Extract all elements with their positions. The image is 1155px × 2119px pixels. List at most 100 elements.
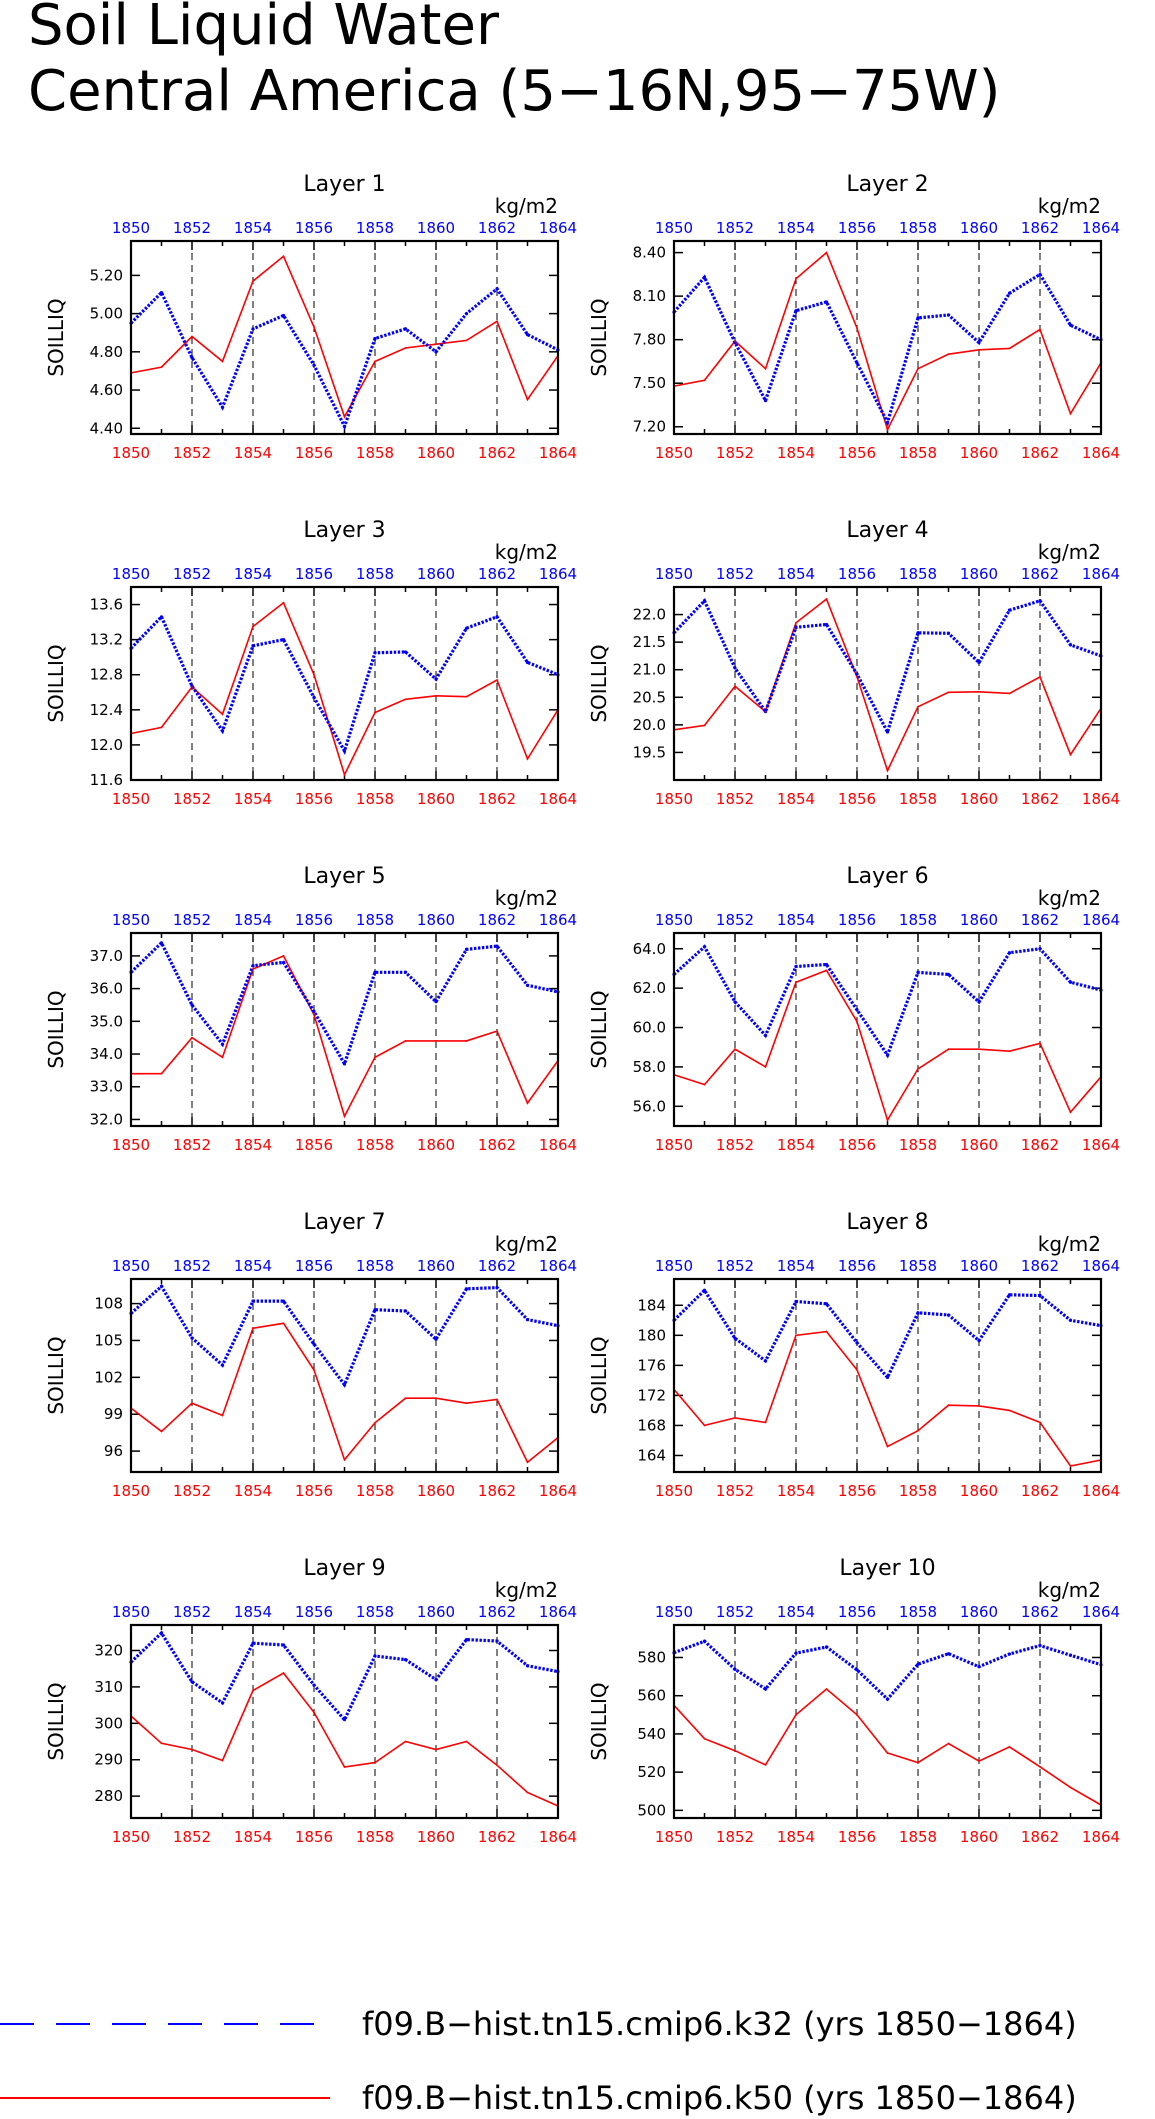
data-point-k50 bbox=[978, 348, 980, 351]
x-tick-label-top: 1854 bbox=[234, 911, 272, 929]
figure-title: Soil Liquid Water Central America (5−16N… bbox=[28, 0, 1001, 124]
data-point-k50 bbox=[734, 1048, 736, 1051]
y-tick-label: 102 bbox=[94, 1368, 123, 1386]
x-tick-label-bottom: 1856 bbox=[838, 790, 876, 808]
data-point-k32 bbox=[373, 336, 377, 341]
data-point-k50 bbox=[856, 327, 858, 329]
x-tick-label-bottom: 1854 bbox=[777, 1828, 815, 1846]
x-tick-label-bottom: 1852 bbox=[716, 444, 754, 462]
data-point-k32 bbox=[1068, 980, 1073, 984]
data-point-k32 bbox=[702, 945, 707, 949]
y-tick-label: 58.0 bbox=[633, 1058, 666, 1076]
data-point-k32 bbox=[251, 1641, 255, 1645]
x-tick-label-bottom: 1862 bbox=[1021, 444, 1059, 462]
data-point-k50 bbox=[374, 711, 376, 714]
y-tick-label: 20.0 bbox=[633, 716, 666, 734]
data-point-k50 bbox=[795, 1713, 797, 1716]
data-point-k32 bbox=[464, 947, 469, 951]
y-tick-label: 36.0 bbox=[90, 980, 123, 998]
title-line-1: Soil Liquid Water bbox=[28, 0, 500, 58]
x-tick-label-bottom: 1860 bbox=[960, 1482, 998, 1500]
data-point-k32 bbox=[824, 300, 829, 304]
y-tick-label: 8.10 bbox=[633, 287, 666, 305]
x-tick-label-top: 1860 bbox=[960, 911, 998, 929]
data-point-k32 bbox=[281, 1643, 286, 1647]
data-point-k50 bbox=[313, 1369, 315, 1371]
y-tick-label: 320 bbox=[94, 1641, 123, 1659]
panel-title: Layer 3 bbox=[303, 518, 385, 543]
x-tick-label-top: 1862 bbox=[1021, 565, 1059, 583]
data-point-k50 bbox=[221, 360, 224, 363]
data-point-k50 bbox=[343, 1115, 346, 1118]
data-point-k50 bbox=[703, 379, 706, 382]
x-tick-label-bottom: 1862 bbox=[478, 444, 516, 462]
y-tick-label: 500 bbox=[637, 1801, 666, 1819]
data-point-k32 bbox=[916, 1662, 920, 1666]
y-tick-label: 540 bbox=[637, 1725, 666, 1743]
x-tick-label-top: 1852 bbox=[716, 565, 754, 583]
x-tick-label-top: 1858 bbox=[899, 1603, 937, 1621]
data-point-k32 bbox=[220, 729, 225, 733]
x-tick-label-top: 1852 bbox=[716, 219, 754, 237]
x-tick-label-top: 1856 bbox=[295, 219, 333, 237]
y-tick-label: 7.50 bbox=[633, 374, 666, 392]
x-tick-label-top: 1862 bbox=[1021, 1603, 1059, 1621]
x-tick-label-bottom: 1854 bbox=[234, 1136, 272, 1154]
x-tick-label-top: 1856 bbox=[295, 1257, 333, 1275]
data-point-k32 bbox=[495, 1639, 499, 1643]
panel-title: Layer 9 bbox=[303, 1556, 385, 1581]
data-point-k50 bbox=[1008, 1050, 1011, 1053]
x-tick-label-bottom: 1856 bbox=[295, 790, 333, 808]
x-tick-label-top: 1850 bbox=[112, 911, 150, 929]
x-tick-label-top: 1854 bbox=[777, 1603, 815, 1621]
data-point-k32 bbox=[251, 644, 255, 648]
x-tick-label-bottom: 1862 bbox=[478, 1482, 516, 1500]
legend: f09.B−hist.tn15.cmip6.k32 (yrs 1850−1864… bbox=[0, 2005, 1077, 2117]
data-point-k32 bbox=[342, 1383, 347, 1387]
data-point-k32 bbox=[1007, 291, 1012, 295]
x-tick-label-top: 1860 bbox=[960, 1257, 998, 1275]
data-point-k50 bbox=[160, 1072, 163, 1075]
x-tick-label-top: 1852 bbox=[716, 1603, 754, 1621]
data-point-k50 bbox=[465, 695, 468, 698]
x-tick-label-bottom: 1864 bbox=[539, 1482, 577, 1500]
data-point-k50 bbox=[1069, 412, 1072, 415]
data-point-k32 bbox=[403, 970, 408, 974]
data-point-k32 bbox=[1068, 1653, 1073, 1657]
y-tick-label: 4.80 bbox=[90, 343, 123, 361]
x-tick-label-bottom: 1862 bbox=[478, 790, 516, 808]
data-point-k50 bbox=[404, 698, 407, 701]
data-point-k50 bbox=[825, 598, 828, 601]
data-point-k50 bbox=[825, 251, 828, 254]
data-point-k50 bbox=[947, 1404, 950, 1407]
data-point-k32 bbox=[464, 1637, 469, 1642]
x-tick-label-top: 1854 bbox=[234, 1603, 272, 1621]
data-point-k50 bbox=[917, 1067, 919, 1070]
data-point-k32 bbox=[251, 964, 255, 968]
data-point-k32 bbox=[824, 1302, 829, 1306]
plot-frame bbox=[129, 239, 560, 436]
x-tick-label-top: 1862 bbox=[478, 1603, 516, 1621]
legend-label-series2: f09.B−hist.tn15.cmip6.k50 (yrs 1850−1864… bbox=[362, 2079, 1077, 2117]
x-tick-label-bottom: 1864 bbox=[539, 1828, 577, 1846]
data-point-k50 bbox=[465, 1740, 468, 1743]
data-point-k32 bbox=[977, 1000, 981, 1004]
data-point-k50 bbox=[191, 1748, 193, 1751]
y-tick-label: 11.6 bbox=[90, 771, 123, 789]
series-line-k32 bbox=[129, 940, 559, 1068]
data-point-k32 bbox=[495, 287, 499, 291]
data-point-k50 bbox=[404, 1397, 407, 1400]
data-point-k32 bbox=[251, 327, 255, 331]
data-point-k32 bbox=[434, 1000, 438, 1004]
data-point-k32 bbox=[763, 1687, 768, 1691]
data-point-k32 bbox=[855, 1008, 859, 1012]
x-tick-label-bottom: 1864 bbox=[1082, 1482, 1120, 1500]
y-tick-label: 32.0 bbox=[90, 1110, 123, 1128]
data-point-k50 bbox=[917, 1761, 919, 1764]
data-point-k32 bbox=[373, 1308, 377, 1312]
data-point-k32 bbox=[281, 960, 286, 965]
data-point-k50 bbox=[886, 1752, 889, 1754]
unit-label: kg/m2 bbox=[1038, 1232, 1101, 1256]
data-point-k50 bbox=[856, 1020, 858, 1023]
data-point-k32 bbox=[312, 1683, 316, 1687]
